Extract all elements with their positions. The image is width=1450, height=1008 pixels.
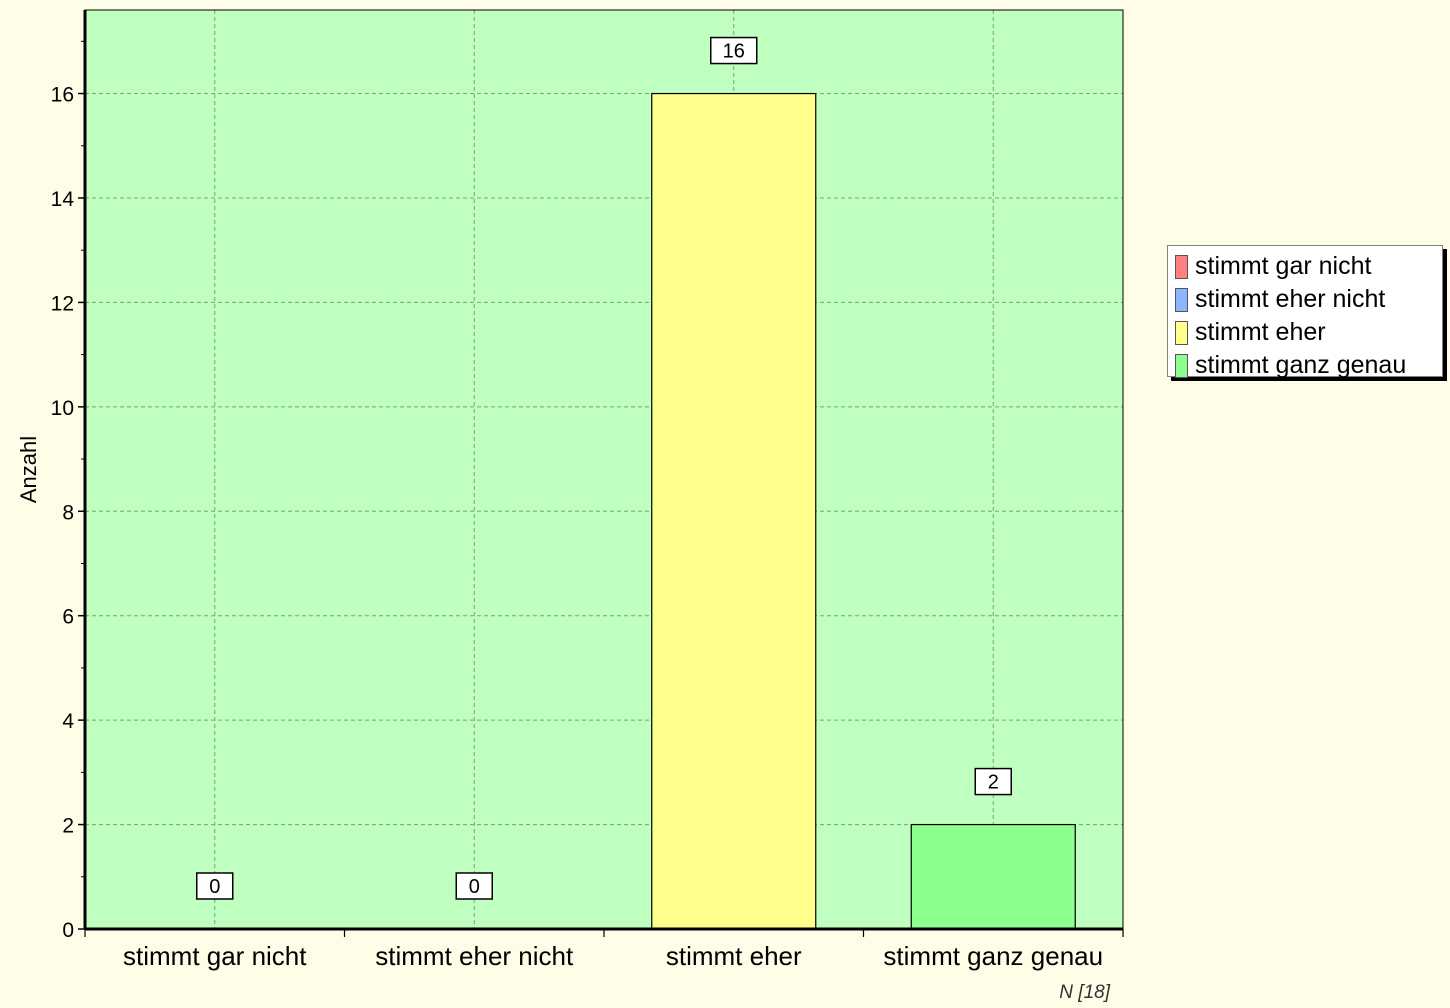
x-tick-label: stimmt gar nicht (123, 941, 307, 971)
y-tick-label: 0 (62, 919, 74, 942)
legend-item: stimmt ganz genau (1175, 349, 1442, 382)
sample-size-note: N [18] (1059, 982, 1110, 1003)
x-tick-label: stimmt eher nicht (375, 941, 574, 971)
bar (910, 823, 1076, 930)
data-label-box (196, 872, 234, 900)
data-label: 0 (469, 876, 480, 898)
y-axis-title: Anzahl (16, 436, 41, 503)
legend-label: stimmt eher (1195, 318, 1326, 346)
data-label-box (455, 872, 493, 900)
data-label: 16 (723, 41, 745, 63)
legend-item: stimmt eher (1175, 316, 1442, 349)
legend: stimmt gar nicht stimmt eher nicht stimm… (1167, 245, 1443, 378)
legend-item: stimmt gar nicht (1175, 250, 1442, 283)
legend-label: stimmt ganz genau (1195, 351, 1407, 379)
legend-label: stimmt gar nicht (1195, 252, 1372, 280)
x-tick-label: stimmt ganz genau (883, 941, 1103, 971)
legend-swatch (1175, 353, 1188, 378)
legend-swatch (1175, 254, 1188, 279)
y-tick-label: 12 (51, 292, 74, 315)
y-tick-label: 16 (51, 84, 74, 107)
y-tick-label: 10 (51, 397, 74, 420)
y-tick-label: 14 (51, 188, 75, 211)
data-label-box (710, 36, 758, 65)
y-tick-label: 8 (62, 501, 74, 524)
data-label: 2 (988, 772, 999, 794)
y-tick-label: 6 (62, 606, 74, 629)
legend-swatch (1175, 320, 1188, 345)
y-tick-label: 4 (62, 710, 74, 733)
y-tick-label: 2 (62, 815, 74, 838)
legend-swatch (1175, 287, 1188, 312)
data-label: 0 (209, 876, 220, 898)
bar (651, 92, 817, 930)
data-label-box (974, 767, 1012, 796)
plot-background (85, 10, 1123, 929)
legend-item: stimmt eher nicht (1175, 283, 1442, 316)
legend-label: stimmt eher nicht (1195, 285, 1386, 313)
x-tick-label: stimmt eher (666, 941, 802, 971)
